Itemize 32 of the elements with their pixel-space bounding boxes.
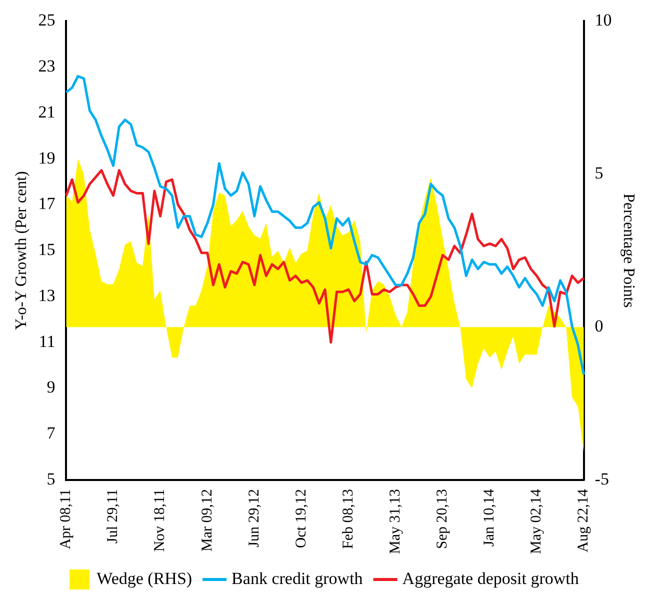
legend-label: Wedge (RHS) <box>96 568 192 588</box>
x-tick-label: Jul 29,11 <box>105 489 122 544</box>
y-tick-label: 17 <box>38 194 56 214</box>
y-tick-label: 5 <box>46 469 56 488</box>
x-tick-label: Jan 10,14 <box>482 488 498 547</box>
x-tick-label: Mar 09,12 <box>199 489 216 552</box>
x-tick-label: Jun 29,12 <box>246 489 262 548</box>
x-tick-label: Oct 19,12 <box>293 489 310 548</box>
y2-tick-label: 0 <box>594 316 604 336</box>
x-tick-label: May 31,13 <box>388 489 404 554</box>
x-tick-label: Feb 08,13 <box>340 489 356 550</box>
y2-tick-label: -5 <box>594 469 609 488</box>
x-tick-label: May 02,14 <box>528 488 545 554</box>
y-tick-label: 23 <box>38 56 56 76</box>
y2-tick-label: 5 <box>594 164 604 183</box>
y-tick-label: 11 <box>38 332 56 351</box>
legend-label: Aggregate deposit growth <box>402 568 580 588</box>
y-tick-label: 7 <box>46 424 56 443</box>
y-tick-label: 25 <box>38 10 56 30</box>
x-tick-label: Apr 08,11 <box>58 489 74 550</box>
y-tick-label: 21 <box>38 102 56 122</box>
x-tick-label: Nov 18,11 <box>152 489 168 552</box>
x-tick-label: Aug 22,14 <box>576 488 592 552</box>
y-axis-title: Y-o-Y Growth (Per cent) <box>12 171 30 330</box>
y-tick-label: 19 <box>38 148 56 168</box>
legend-label: Bank credit growth <box>232 568 364 588</box>
y-tick-label: 13 <box>38 286 56 305</box>
y-tick-label: 9 <box>46 378 56 397</box>
y2-tick-label: 10 <box>594 10 612 30</box>
y2-axis-title: Percentage Points <box>620 194 638 308</box>
x-tick-label: Sep 20,13 <box>434 489 451 550</box>
y-tick-label: 15 <box>38 240 56 260</box>
